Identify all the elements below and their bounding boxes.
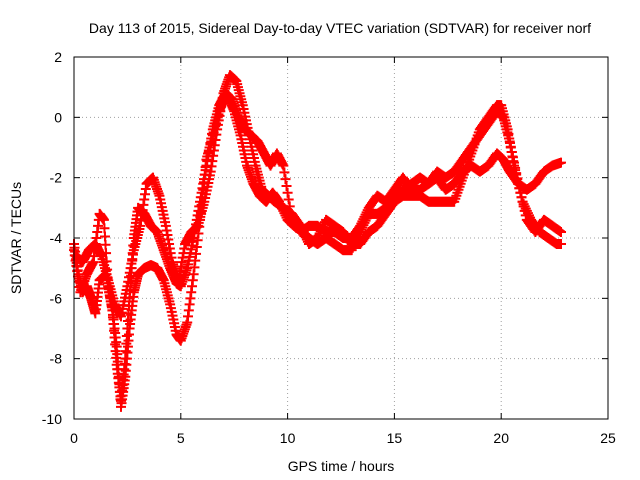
data-point-marker-interpolated <box>512 173 523 184</box>
y-tick-labels: -10 -8 -6 -4 -2 0 2 <box>42 49 62 427</box>
data-point-marker-interpolated <box>509 157 520 168</box>
data-point-marker-interpolated <box>514 183 525 194</box>
data-point-marker-interpolated <box>277 159 288 170</box>
x-tick-label: 15 <box>387 430 403 446</box>
data-point-marker-interpolated <box>283 194 294 205</box>
data-point-marker-interpolated <box>179 243 190 254</box>
data-point-marker-interpolated <box>94 279 105 290</box>
data-point-marker-interpolated <box>102 272 113 283</box>
data-point-marker-interpolated <box>281 180 292 191</box>
data-point-marker-interpolated <box>280 174 291 185</box>
data-point-marker-interpolated <box>99 223 110 234</box>
data-point-marker-interpolated <box>211 129 222 140</box>
data-point-marker-interpolated <box>293 217 304 228</box>
y-tick-label: -8 <box>50 351 63 367</box>
data-point-marker-interpolated <box>134 223 145 234</box>
data-point-marker-interpolated <box>554 226 565 237</box>
data-point-marker-interpolated <box>511 168 522 179</box>
data-point-marker-interpolated <box>108 296 119 307</box>
data-point-marker-interpolated <box>506 147 517 158</box>
series-layer <box>69 70 567 412</box>
x-tick-labels: 0 5 10 15 20 25 <box>70 430 616 446</box>
data-point-marker-interpolated <box>87 258 98 269</box>
y-tick-label: -6 <box>50 290 63 306</box>
data-point-marker-interpolated <box>241 156 252 167</box>
x-tick-label: 20 <box>493 430 509 446</box>
data-point-marker-interpolated <box>515 187 526 198</box>
data-point-marker <box>513 178 524 189</box>
data-point-marker-interpolated <box>160 217 171 228</box>
data-point-marker-interpolated <box>100 239 111 250</box>
data-point-marker-interpolated <box>181 319 192 330</box>
plot-frame <box>73 56 609 420</box>
data-point-marker-interpolated <box>204 170 215 181</box>
data-point-marker-interpolated <box>249 156 260 167</box>
data-point-marker-interpolated <box>157 273 168 284</box>
data-point-marker-interpolated <box>510 162 521 173</box>
data-point-marker-interpolated <box>516 192 527 203</box>
data-point-marker-interpolated <box>200 165 211 176</box>
data-point-marker-interpolated <box>98 214 109 225</box>
data-point-marker-interpolated <box>198 199 209 210</box>
data-point-marker-interpolated <box>236 97 247 108</box>
y-tick-label: 2 <box>54 49 62 65</box>
data-point-marker-interpolated <box>507 152 518 163</box>
data-point-marker-interpolated <box>497 111 508 122</box>
data-point-marker-interpolated <box>81 271 92 282</box>
data-point-marker-interpolated <box>111 352 122 363</box>
data-point-marker-interpolated <box>187 275 198 286</box>
data-point-marker-interpolated <box>517 196 528 207</box>
data-point-marker-interpolated <box>230 75 241 86</box>
data-point-marker-interpolated <box>518 201 529 212</box>
series-trace-c <box>71 70 567 322</box>
data-point-marker-interpolated <box>520 210 531 221</box>
data-point-marker-interpolated <box>554 157 565 168</box>
data-point-marker-interpolated <box>243 126 254 137</box>
data-point-marker-interpolated <box>279 167 290 178</box>
data-point-marker-interpolated <box>121 285 132 296</box>
x-tick-label: 5 <box>177 430 185 446</box>
data-point-marker-interpolated <box>128 249 139 260</box>
data-point-marker-interpolated <box>555 239 566 250</box>
x-tick-label: 10 <box>280 430 296 446</box>
x-tick-label: 25 <box>600 430 616 446</box>
data-point-marker-interpolated <box>519 205 530 216</box>
data-point-marker-interpolated <box>282 187 293 198</box>
data-point-marker-interpolated <box>232 110 243 121</box>
data-point-marker-interpolated <box>119 358 130 369</box>
data-point-marker-interpolated <box>140 183 151 194</box>
data-point-marker-interpolated <box>353 223 364 234</box>
x-tick-label: 0 <box>70 430 78 446</box>
data-point-marker-interpolated <box>153 188 164 199</box>
data-point-marker-interpolated <box>99 231 110 242</box>
x-axis-title: GPS time / hours <box>288 458 395 474</box>
y-tick-label: -10 <box>42 411 62 427</box>
y-axis-title: SDTVAR / TECUs <box>8 182 24 294</box>
y-tick-label: 0 <box>54 109 62 125</box>
data-point-marker-interpolated <box>166 252 177 263</box>
data-point-marker-interpolated <box>170 325 181 336</box>
chart-title: Day 113 of 2015, Sidereal Day-to-day VTE… <box>89 20 591 36</box>
data-point-marker-interpolated <box>217 92 228 103</box>
data-point-marker-interpolated <box>128 291 139 302</box>
data-point-marker-interpolated <box>503 133 514 144</box>
data-point-marker-interpolated <box>95 249 106 260</box>
data-point-marker-interpolated <box>192 221 203 232</box>
y-tick-label: -4 <box>50 230 63 246</box>
data-point-marker-interpolated <box>505 141 516 152</box>
data-point-marker-interpolated <box>164 296 175 307</box>
y-tick-label: -2 <box>50 170 63 186</box>
